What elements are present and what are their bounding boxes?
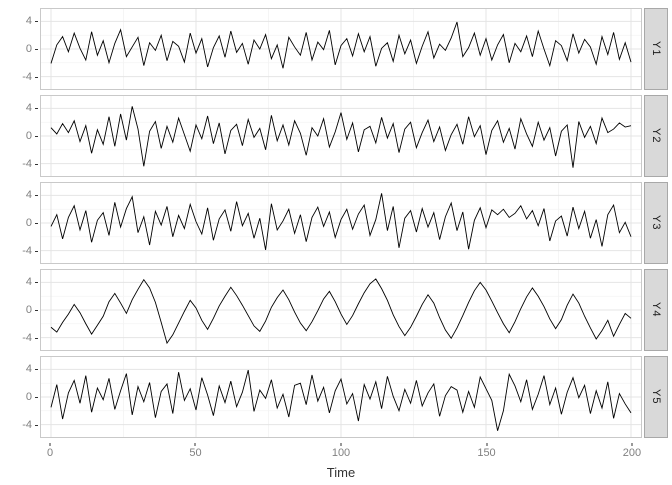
facet-strip-y2: Y2 xyxy=(644,95,668,177)
series-line-y4 xyxy=(50,278,632,345)
x-tick-mark xyxy=(631,443,633,446)
y-tick-mark xyxy=(35,310,38,311)
series-line-y3 xyxy=(50,193,632,251)
y-tick-label: 0 xyxy=(25,217,32,229)
y-tick-mark xyxy=(35,20,38,22)
x-axis-title: Time xyxy=(326,465,356,480)
x-axis-left-spacer xyxy=(0,443,38,463)
x-axis-title-row: Time xyxy=(0,463,668,485)
x-axis-row: 0 50 100 150 200 xyxy=(0,443,668,463)
x-axis-right-spacer xyxy=(644,443,668,463)
y-tick-mark xyxy=(35,77,38,79)
panel-y2 xyxy=(40,95,642,177)
y-tick-label: 4 xyxy=(25,101,32,114)
y-axis: 4 0 -4 xyxy=(0,269,38,351)
facet-strip-y4: Y4 xyxy=(644,269,668,351)
y-tick-mark xyxy=(35,194,38,196)
panel-y4 xyxy=(40,269,642,351)
y-axis: 4 0 -4 xyxy=(0,182,38,264)
facet-row-y1: 4 0 -4 Y1 xyxy=(0,8,668,90)
y-tick-label: 4 xyxy=(25,362,32,375)
facet-strip-y1: Y1 xyxy=(644,8,668,90)
y-tick-mark xyxy=(35,164,38,166)
x-tick-mark xyxy=(486,443,487,446)
y-tick-label: 0 xyxy=(25,43,32,55)
x-tick-mark xyxy=(194,443,196,446)
facet-strip-label: Y2 xyxy=(650,128,662,144)
x-tick-mark xyxy=(49,443,51,446)
y-tick-label: 4 xyxy=(25,275,32,288)
y-tick-mark xyxy=(35,136,38,137)
y-tick-label: 0 xyxy=(25,130,32,142)
y-tick-label: 4 xyxy=(25,188,32,201)
panel-y3 xyxy=(40,182,642,264)
x-tick-mark xyxy=(340,443,342,446)
y-tick-mark xyxy=(35,425,38,427)
series-line-y2 xyxy=(50,106,632,168)
y-tick-label: 0 xyxy=(25,304,32,316)
x-tick-label: 50 xyxy=(189,447,202,459)
facet-row-y2: 4 0 -4 Y2 xyxy=(0,95,668,177)
y-tick-mark xyxy=(35,107,38,109)
series-line-y1 xyxy=(50,21,632,69)
facet-strip-label: Y1 xyxy=(650,41,662,57)
y-tick-label: 4 xyxy=(25,14,32,27)
y-tick-label: 0 xyxy=(25,391,32,403)
y-tick-label: -4 xyxy=(22,71,32,84)
y-tick-mark xyxy=(35,338,38,340)
y-tick-mark xyxy=(35,397,38,398)
y-tick-label: -4 xyxy=(22,419,32,432)
y-tick-mark xyxy=(35,223,38,224)
x-tick-label: 150 xyxy=(477,447,496,459)
facet-row-y5: 4 0 -4 Y5 xyxy=(0,356,668,438)
y-tick-label: -4 xyxy=(22,158,32,171)
facet-strip-y3: Y3 xyxy=(644,182,668,264)
x-tick-label: 200 xyxy=(622,447,642,459)
y-tick-mark xyxy=(35,281,38,283)
series-line-y5 xyxy=(50,369,632,431)
y-tick-mark xyxy=(35,368,38,370)
y-tick-mark xyxy=(35,251,38,253)
y-axis: 4 0 -4 xyxy=(0,8,38,90)
x-tick-label: 100 xyxy=(331,447,351,459)
y-axis: 4 0 -4 xyxy=(0,356,38,438)
facet-row-y4: 4 0 -4 Y4 xyxy=(0,269,668,351)
panel-y1 xyxy=(40,8,642,90)
facet-strip-label: Y3 xyxy=(650,215,662,231)
panel-y5 xyxy=(40,356,642,438)
y-tick-mark xyxy=(35,49,38,50)
y-tick-label: -4 xyxy=(22,245,32,258)
facet-row-y3: 4 0 -4 Y3 xyxy=(0,182,668,264)
y-axis: 4 0 -4 xyxy=(0,95,38,177)
x-tick-label: 0 xyxy=(46,447,54,459)
y-tick-label: -4 xyxy=(22,332,32,345)
facet-strip-y5: Y5 xyxy=(644,356,668,438)
facet-strip-label: Y4 xyxy=(650,302,662,318)
x-axis: 0 50 100 150 200 xyxy=(40,443,642,463)
facet-strip-label: Y5 xyxy=(650,389,662,405)
